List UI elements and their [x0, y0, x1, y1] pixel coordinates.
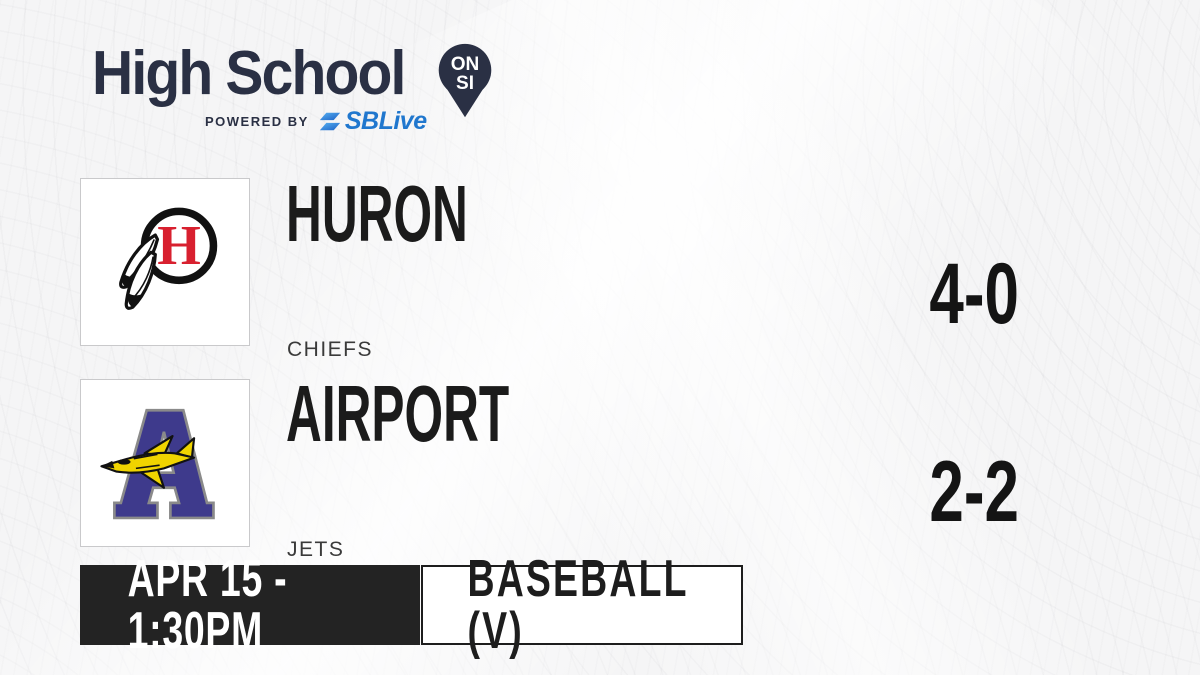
team-record-airport: 2-2	[878, 444, 1070, 540]
game-event-box: BASEBALL (V)	[421, 553, 743, 657]
sblive-logo: SBLive	[318, 107, 427, 136]
team-name-airport: AIRPORT	[286, 374, 646, 454]
team-record-huron-text: 4-0	[929, 246, 1019, 342]
team-name-huron-text: HURON	[286, 169, 468, 258]
game-datetime-box: APR 15 - 1:30PM	[80, 553, 420, 657]
pin-text-si: SI	[456, 73, 474, 94]
team-mascot-chiefs: CHIEFS	[287, 338, 374, 361]
team-name-huron: HURON	[286, 174, 579, 254]
sblive-bolt-icon	[319, 112, 340, 130]
team-record-huron: 4-0	[878, 246, 1070, 342]
huron-logo-box: H	[80, 178, 250, 346]
huron-chiefs-logo-icon: H	[119, 207, 218, 310]
airport-logo-box	[80, 379, 250, 547]
on-si-pin-icon: ON SI	[438, 43, 491, 118]
pin-text-on: ON	[450, 54, 479, 75]
game-event-text: BASEBALL (V)	[467, 550, 688, 660]
game-datetime-text: APR 15 - 1:30PM	[127, 550, 288, 660]
huron-logo-letter: H	[157, 215, 201, 277]
brand-title: High School	[92, 39, 406, 108]
powered-by-row: POWERED BY SBLive	[205, 107, 427, 136]
team-record-airport-text: 2-2	[929, 444, 1019, 540]
team-mascot-jets: JETS	[287, 538, 345, 561]
brand-lockup: High School ON SI	[92, 39, 494, 120]
airport-jets-logo-icon	[100, 408, 215, 520]
sblive-wordmark: SBLive	[344, 107, 427, 135]
team-name-airport-text: AIRPORT	[286, 369, 510, 458]
powered-by-label: POWERED BY	[205, 114, 309, 129]
